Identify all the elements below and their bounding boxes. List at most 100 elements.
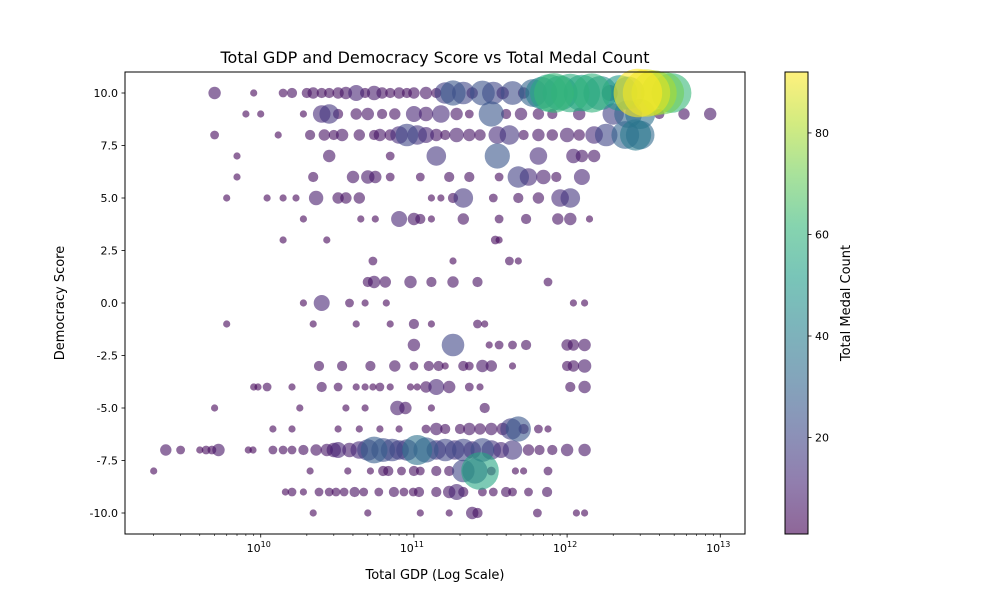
data-point [418,106,434,122]
chart-title: Total GDP and Democracy Score vs Total M… [219,48,649,67]
data-point [361,383,369,391]
data-point [533,508,542,518]
data-point [445,509,453,517]
data-point [485,422,498,436]
data-point [375,382,385,392]
data-point [361,299,369,307]
data-point [572,73,612,113]
data-point [367,275,381,289]
data-point [408,318,419,330]
data-point [464,382,474,392]
data-point [440,80,466,106]
data-point [395,425,403,433]
colorbar [784,71,809,535]
data-point [349,486,360,498]
x-tick-label: 1011 [400,540,424,555]
y-tick-label: 5.0 [101,192,119,205]
y-tick-label: 2.5 [101,245,119,258]
points-layer [150,68,717,520]
data-point [361,107,374,121]
data-point [587,149,601,163]
data-point [426,146,447,166]
data-point [440,129,451,141]
data-point [514,107,528,121]
data-point [318,129,330,141]
data-point [160,444,172,456]
data-point [457,213,469,225]
data-point [407,338,421,352]
data-point [278,88,288,98]
data-point [427,320,435,328]
data-point [432,105,450,123]
data-point [478,487,487,497]
data-point [324,87,335,99]
data-point [399,487,409,497]
data-point [408,87,420,99]
data-point [433,438,457,462]
data-point [279,194,287,202]
data-point [522,444,535,456]
data-point [567,339,580,351]
data-point [298,444,309,456]
data-point [464,171,475,183]
data-point [428,379,445,395]
data-point [479,402,490,414]
data-point [578,380,591,394]
data-point [520,467,528,475]
data-point [212,443,225,457]
data-point [208,86,221,100]
data-point [534,444,545,456]
data-point [474,423,486,435]
data-point [333,382,343,392]
data-point [331,487,341,497]
data-point [444,465,455,477]
data-point [450,107,463,121]
data-point [565,381,576,393]
data-point [566,148,581,164]
data-point [421,424,431,434]
data-point [278,445,288,455]
colorbar-ticks: 20 40 60 80 [808,127,829,445]
data-point [330,442,347,458]
data-point [514,257,522,265]
data-point [441,362,449,370]
data-point [426,276,437,288]
colorbar-tick-label: 80 [815,127,829,140]
data-point [532,128,545,142]
data-point [292,194,300,202]
data-point [543,466,553,476]
data-point [547,444,558,456]
data-point [573,169,590,185]
y-tick-label: -7.5 [97,455,118,468]
data-point [366,85,382,101]
data-point [559,127,575,143]
data-point [319,104,340,124]
data-point [521,339,532,351]
data-point [249,446,257,454]
data-point [377,108,388,120]
data-point [287,487,297,497]
data-point [534,73,574,113]
data-point [407,212,421,226]
data-point [521,213,532,225]
data-point [385,87,396,99]
data-point [413,486,425,498]
data-point [524,487,533,497]
data-point [288,425,296,433]
colorbar-tick-label: 40 [815,330,829,343]
data-point [382,299,390,307]
y-tick-label: -5.0 [97,402,118,415]
data-point [551,171,562,183]
data-point [507,166,529,188]
data-point [361,404,369,412]
data-point [323,149,336,163]
data-point [466,506,479,520]
data-point [309,509,317,517]
data-point [385,172,395,182]
data-point [334,425,342,433]
data-point [395,123,419,147]
data-point [454,423,466,435]
data-point [373,128,387,142]
data-point [478,101,504,127]
